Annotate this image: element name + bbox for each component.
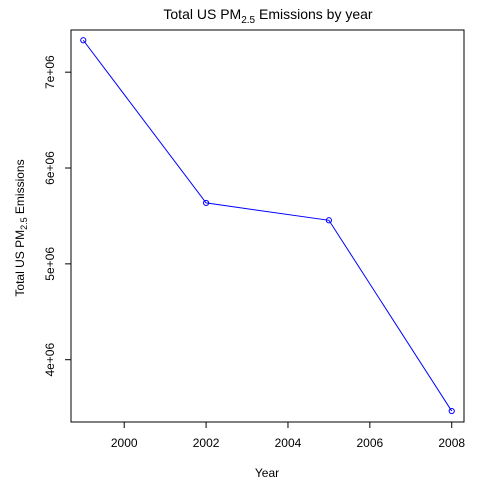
- y-tick-label: 4e+06: [43, 343, 57, 377]
- chart-title: Total US PM2.5 Emissions by year: [163, 6, 373, 26]
- data-point: [448, 407, 455, 415]
- data-point: [202, 199, 210, 207]
- chart-title-main: Total US PM: [163, 6, 241, 22]
- x-tick-label: 2008: [438, 436, 465, 450]
- chart-title-rest: Emissions by year: [255, 6, 373, 22]
- y-tick-label: 5e+06: [43, 247, 57, 281]
- x-tick-label: 2006: [356, 436, 383, 450]
- data-point: [80, 37, 87, 44]
- x-tick-label: 2002: [193, 436, 220, 450]
- data-point: [325, 217, 333, 224]
- x-axis-label: Year: [255, 466, 279, 480]
- y-axis-label-rest: Emissions: [13, 159, 27, 217]
- x-tick-label: 2000: [111, 436, 138, 450]
- series-line: [82, 39, 453, 412]
- y-tick-label: 6e+06: [43, 151, 57, 185]
- x-tick-label: 2004: [275, 436, 302, 450]
- x-axis: 2000 2002 2004 2006 2008: [111, 421, 465, 450]
- y-tick-label: 7e+06: [43, 55, 57, 89]
- y-axis-label-main: Total US PM: [13, 230, 27, 297]
- chart-title-subscript: 2.5: [241, 15, 255, 26]
- y-axis-label-subscript: 2.5: [19, 217, 29, 230]
- y-axis: 4e+06 5e+06 6e+06 7e+06: [43, 55, 72, 377]
- series-layer: [80, 37, 455, 415]
- y-axis-label: Total US PM2.5 Emissions: [13, 159, 29, 296]
